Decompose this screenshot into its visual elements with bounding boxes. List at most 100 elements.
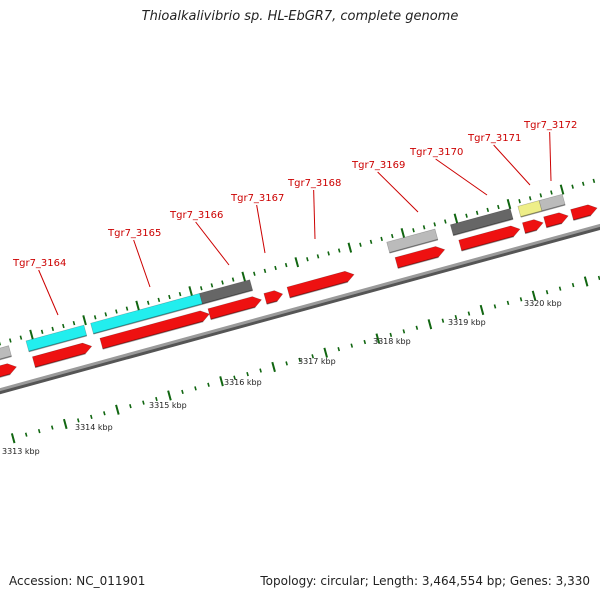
tick-mark bbox=[390, 233, 394, 239]
tick-mark bbox=[363, 339, 367, 345]
tick-mark bbox=[550, 190, 553, 195]
tick-mark bbox=[539, 193, 543, 198]
tick-mark bbox=[253, 271, 256, 276]
tick-mark bbox=[519, 297, 523, 302]
tick-mark bbox=[433, 222, 437, 227]
scale-labels: 3313 kbp 3314 kbp 3315 kbp 3316 kbp 3317 kbp… bbox=[2, 299, 562, 456]
tick-mark bbox=[518, 199, 521, 204]
topology-label: Topology: circular; Length: 3,464,554 bp… bbox=[260, 574, 590, 588]
gene-block bbox=[386, 228, 439, 254]
tick-mark bbox=[221, 280, 224, 285]
gene-label: Tgr7_3167 bbox=[230, 193, 284, 204]
tick-mark bbox=[306, 257, 309, 262]
tick-mark bbox=[583, 276, 589, 287]
tick-mark bbox=[135, 300, 140, 311]
tick-mark bbox=[479, 304, 485, 316]
tick-mark bbox=[454, 314, 458, 320]
gene-block bbox=[522, 219, 544, 234]
tick-mark bbox=[103, 411, 106, 416]
tick-mark bbox=[545, 290, 549, 295]
tick-mark bbox=[486, 207, 490, 213]
tick-mark bbox=[199, 286, 203, 291]
tick-mark bbox=[90, 414, 93, 419]
gene-shadow bbox=[541, 204, 566, 212]
tick-mark bbox=[422, 225, 426, 230]
tick-mark bbox=[168, 294, 171, 300]
tick-mark bbox=[62, 418, 68, 430]
tick-mark bbox=[181, 389, 184, 395]
gene-shadow bbox=[525, 229, 538, 235]
gene-label: Tgr7_3166 bbox=[169, 210, 223, 221]
tick-mark bbox=[142, 400, 145, 405]
tick-mark bbox=[506, 199, 512, 210]
tick-mark bbox=[337, 347, 341, 352]
tick-mark bbox=[19, 335, 23, 340]
tick-mark bbox=[558, 286, 562, 291]
gene-shadow bbox=[0, 373, 11, 378]
gene-leader-line bbox=[256, 204, 266, 254]
gene-shadow bbox=[102, 320, 204, 350]
tick-mark bbox=[402, 329, 406, 334]
tick-mark bbox=[125, 306, 129, 311]
tick-mark bbox=[327, 251, 330, 256]
gene-label: Tgr7_3164 bbox=[12, 258, 66, 269]
tick-mark bbox=[465, 213, 468, 218]
tick-mark bbox=[231, 277, 235, 282]
tick-mark bbox=[82, 315, 87, 326]
tick-mark bbox=[51, 326, 55, 332]
tick-mark bbox=[559, 184, 565, 195]
tick-mark bbox=[115, 404, 120, 415]
tick-mark bbox=[347, 242, 353, 253]
gene-shadow bbox=[520, 210, 543, 218]
scale-label: 3319 kbp bbox=[448, 318, 486, 327]
scale-label: 3318 kbp bbox=[373, 337, 411, 346]
gene-shadow bbox=[35, 352, 86, 369]
gene-shadow bbox=[453, 218, 514, 237]
gene-block bbox=[263, 290, 284, 305]
tick-mark bbox=[441, 318, 445, 323]
gene-shadow bbox=[546, 222, 563, 229]
tick-mark bbox=[210, 283, 214, 288]
tick-mark bbox=[444, 219, 447, 224]
tick-mark bbox=[475, 210, 479, 215]
tick-mark bbox=[194, 386, 197, 391]
tick-mark bbox=[285, 361, 288, 366]
tick-mark bbox=[531, 290, 537, 301]
tick-mark bbox=[10, 433, 16, 444]
gene-leader-line bbox=[435, 158, 488, 196]
gene-leader-line bbox=[313, 189, 316, 240]
gene-label: Tgr7_3168 bbox=[287, 178, 341, 189]
tick-mark bbox=[9, 338, 12, 343]
tick-mark bbox=[380, 236, 383, 242]
gene-leader-line bbox=[133, 239, 151, 288]
label-leaders bbox=[38, 131, 552, 316]
gene-leader-line bbox=[38, 269, 59, 316]
tick-mark bbox=[571, 184, 574, 189]
gene-block bbox=[458, 225, 521, 252]
gene-block bbox=[207, 296, 262, 320]
tick-mark bbox=[178, 291, 182, 297]
tick-mark bbox=[104, 312, 108, 317]
tick-mark bbox=[259, 368, 262, 373]
tick-mark bbox=[115, 309, 118, 314]
gene-labels: Tgr7_3164Tgr7_3165Tgr7_3166Tgr7_3167Tgr7… bbox=[12, 120, 577, 269]
gene-block bbox=[99, 310, 210, 350]
tick-mark bbox=[412, 228, 415, 233]
tick-mark bbox=[389, 332, 393, 338]
tick-mark bbox=[271, 361, 276, 373]
tick-mark bbox=[62, 323, 65, 329]
tick-mark bbox=[167, 390, 172, 401]
tick-mark bbox=[415, 325, 419, 330]
tick-mark bbox=[40, 329, 44, 334]
tick-mark bbox=[323, 347, 328, 358]
tick-mark bbox=[233, 375, 236, 380]
tick-mark bbox=[493, 304, 497, 309]
tick-mark bbox=[24, 432, 28, 437]
gene-block bbox=[0, 363, 17, 378]
gene-block bbox=[394, 246, 446, 269]
tick-mark bbox=[246, 371, 249, 377]
gene-block bbox=[570, 204, 598, 221]
tick-mark bbox=[369, 239, 373, 244]
gene-shadow bbox=[461, 235, 514, 252]
gene-features bbox=[0, 193, 598, 378]
